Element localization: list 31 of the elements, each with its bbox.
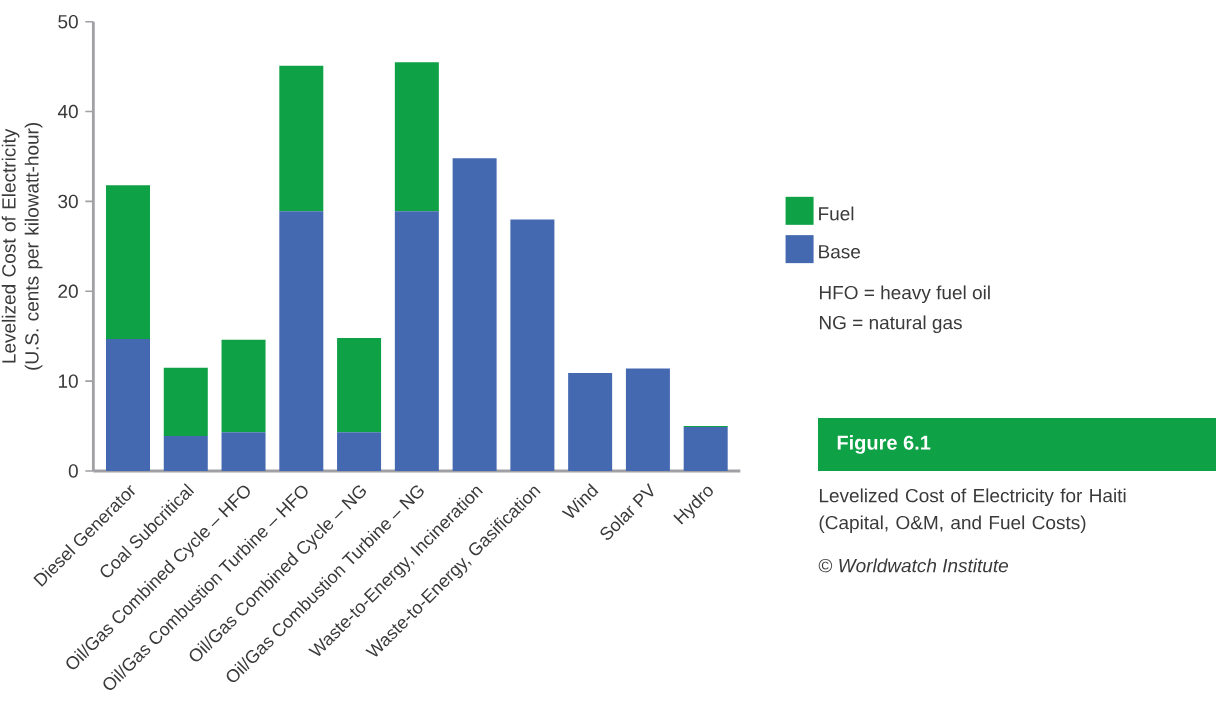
bar [510,219,555,471]
y-tick-label: 10 [58,374,78,388]
bar [221,339,266,433]
text: Levelized Cost of Electricity for Haiti (Capital, O&M, and Fuel Costs) [819,488,1126,534]
bar [452,158,497,471]
bar [394,211,439,471]
bar [279,65,324,212]
y-tick-label: 20 [58,284,78,298]
y-tick-label: 50 [58,14,78,29]
y-tick-label: 40 [57,104,78,119]
y-axis-title: Levelized Cost of Electricity (U.S. cents per kilowatt-hour) [1,122,43,370]
bar [568,373,613,471]
bar [683,426,728,471]
bar [163,435,208,471]
text: © Worldwatch Institute [818,558,1009,573]
bar [106,338,150,471]
bar [337,337,382,433]
bar [337,432,382,471]
bar [221,432,266,471]
y-tick-label: 0 [68,464,78,478]
bar [625,368,670,471]
bar [394,62,439,212]
text: HFO = heavy fuel oil [819,285,990,304]
text: Figure 6.1 [837,435,931,454]
bar [279,211,324,471]
y-tick-label: 30 [58,194,78,209]
text: NG = natural gas [819,315,962,334]
legend-label: Base [819,245,861,259]
legend-label: Fuel [819,206,854,221]
bar [106,185,150,339]
bar [163,367,208,436]
